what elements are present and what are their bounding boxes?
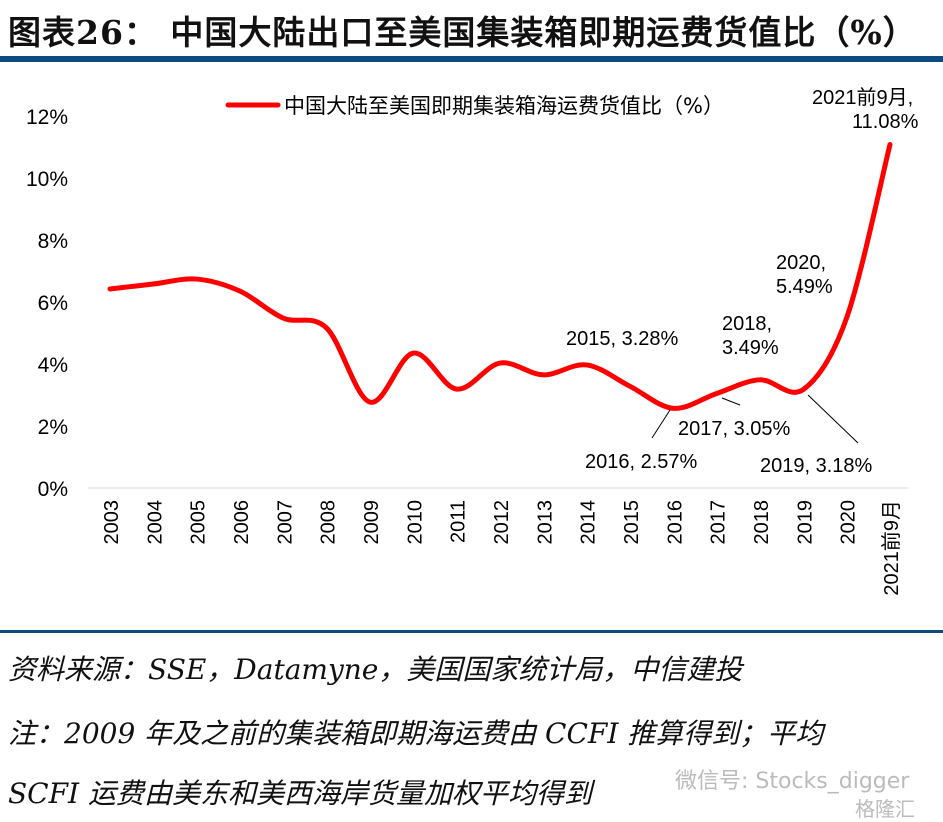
data-label: 2020,	[776, 252, 826, 274]
y-tick-label: 12%	[26, 106, 68, 129]
x-tick-label: 2011	[448, 500, 470, 543]
x-tick-label: 2012	[491, 500, 513, 545]
data-label: 2015, 3.28%	[566, 328, 679, 350]
x-tick-label: 2016	[664, 500, 686, 545]
data-label: 2016, 2.57%	[585, 451, 698, 473]
y-tick-label: 0%	[38, 478, 68, 501]
label-leader-line	[721, 397, 741, 406]
label-leader-line	[807, 394, 859, 444]
y-tick-label: 8%	[38, 230, 68, 253]
x-tick-label: 2021前9月	[880, 500, 903, 596]
line-chart: 0% 2% 4% 6% 8% 10% 12% 2003 2004 2005 2006 2007 2008…	[26, 86, 919, 596]
x-tick-label: 2018	[751, 500, 773, 545]
data-label: 2019, 3.18%	[760, 455, 873, 477]
legend-label: 中国大陆至美国即期集装箱海运费货值比（%）	[284, 94, 724, 118]
note-line-1: 注：2009 年及之前的集装箱即期海运费由 CCFI 推算得到；平均	[8, 717, 824, 750]
data-label: 11.08%	[852, 111, 919, 133]
note-line-2: SCFI 运费由美东和美西海岸货量加权平均得到	[8, 777, 592, 810]
y-tick-label: 4%	[38, 354, 68, 377]
x-tick-label: 2010	[404, 500, 426, 545]
data-label: 5.49%	[776, 276, 833, 298]
data-label: 2017, 3.05%	[678, 418, 791, 440]
x-tick-label: 2017	[708, 500, 730, 545]
x-tick-label: 2013	[534, 500, 556, 545]
footer-divider	[0, 630, 943, 633]
x-tick-label: 2008	[318, 500, 340, 545]
x-tick-label: 2003	[101, 500, 123, 545]
data-label: 2021前9月,	[812, 86, 913, 109]
x-tick-label: 2004	[144, 500, 166, 545]
x-tick-label: 2020	[838, 500, 860, 545]
label-leader-line	[651, 409, 671, 439]
chart-title: 图表26： 中国大陆出口至美国集装箱即期运费货值比（%）	[8, 13, 917, 52]
title-divider	[0, 56, 943, 62]
x-tick-label: 2005	[188, 500, 210, 545]
x-tick-label: 2019	[794, 500, 816, 545]
watermark-logo: 格隆汇	[855, 797, 915, 821]
x-tick-label: 2015	[621, 500, 643, 545]
y-tick-label: 6%	[38, 292, 68, 315]
x-tick-label: 2014	[578, 500, 600, 545]
data-label: 3.49%	[722, 337, 779, 359]
x-tick-label: 2009	[361, 500, 383, 545]
watermark: 微信号: Stocks_digger	[675, 769, 910, 794]
x-tick-label: 2007	[274, 500, 296, 545]
source-note: 资料来源：SSE，Datamyne，美国国家统计局，中信建投	[8, 653, 743, 686]
x-tick-label: 2006	[231, 500, 253, 545]
y-tick-label: 10%	[26, 168, 68, 191]
series-line	[107, 142, 893, 411]
y-tick-label: 2%	[38, 416, 68, 439]
data-label: 2018,	[722, 313, 772, 335]
